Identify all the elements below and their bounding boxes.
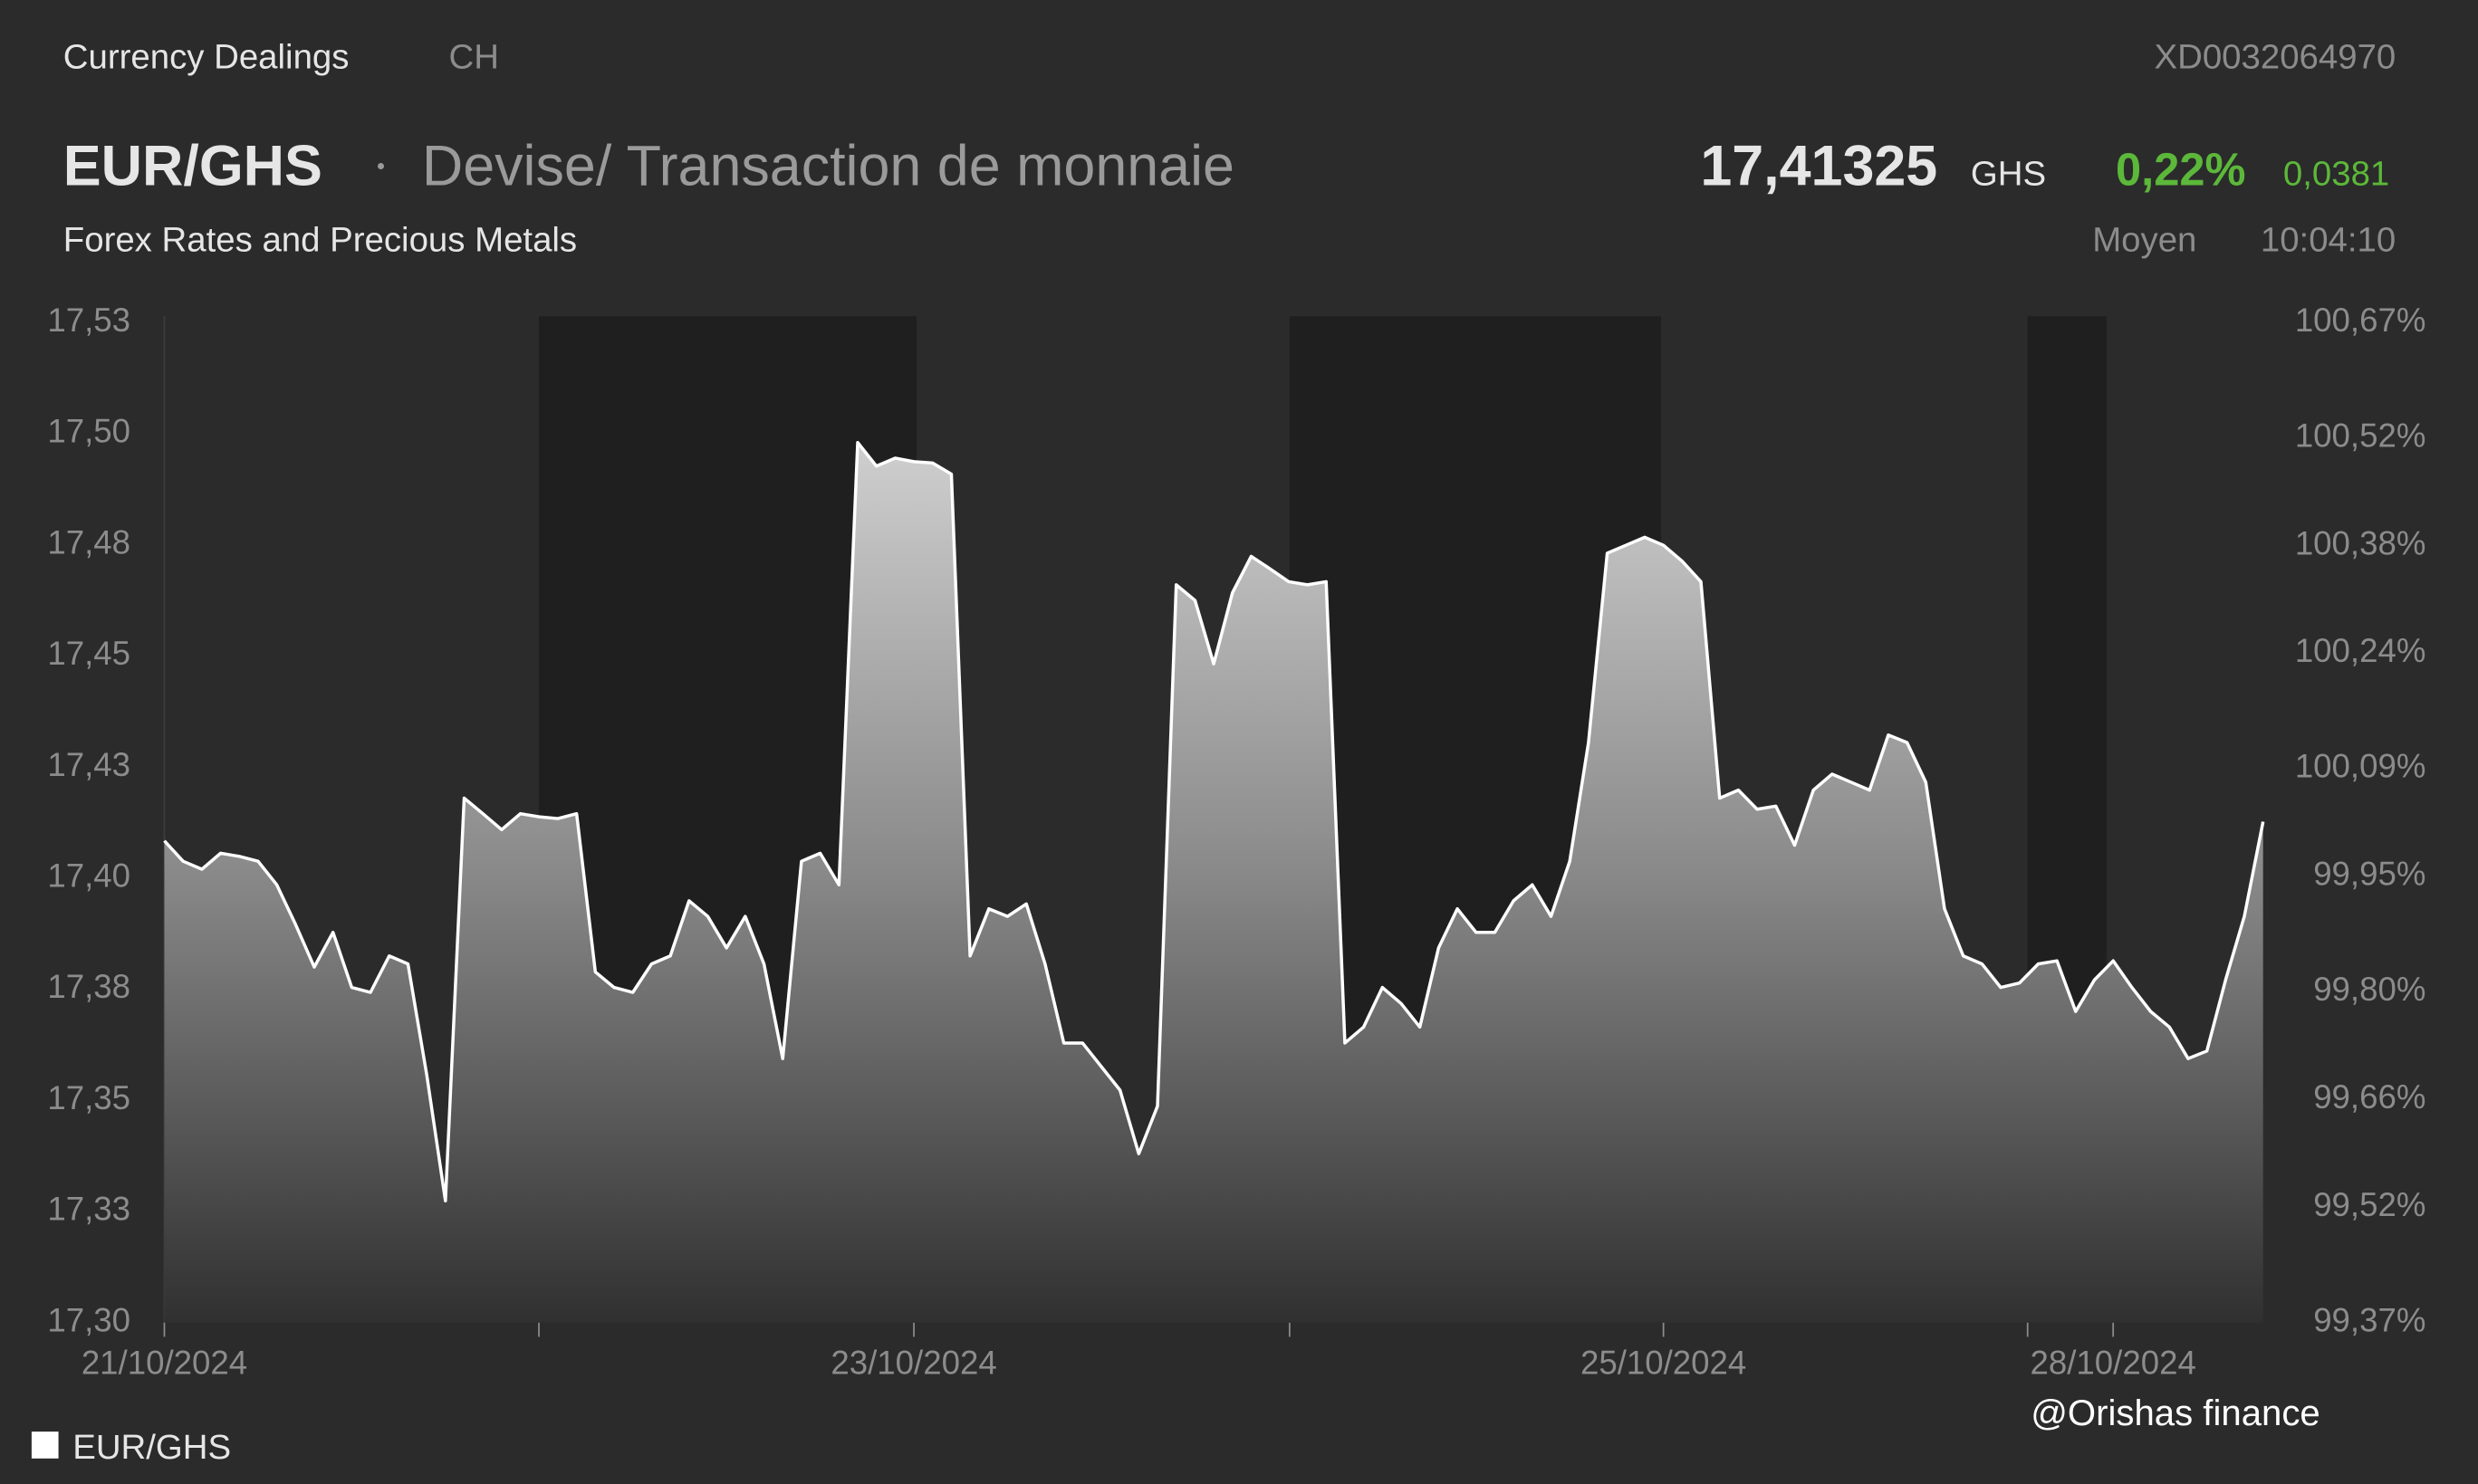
y-tick-label: 17,45 — [47, 635, 130, 672]
y-tick-label: 17,38 — [47, 968, 130, 1005]
x-tick-label: 28/10/2024 — [2031, 1345, 2196, 1382]
y2-tick-label: 99,66% — [2313, 1078, 2425, 1115]
price: 17,41325 — [1700, 134, 1937, 197]
isin: XD0032064970 — [2155, 37, 2396, 76]
y2-tick-label: 100,52% — [2295, 416, 2426, 454]
y-tick-label: 17,43 — [47, 746, 130, 783]
symbol: EUR/GHS — [63, 134, 322, 197]
subtitle: Forex Rates and Precious Metals — [63, 221, 577, 260]
y2-tick-label: 100,38% — [2295, 524, 2426, 561]
y2-tick-label: 99,52% — [2313, 1186, 2425, 1223]
x-tick-label: 21/10/2024 — [82, 1345, 247, 1382]
y2-tick-label: 99,95% — [2313, 856, 2425, 893]
line — [163, 441, 2265, 1202]
separator — [378, 162, 385, 169]
legend-swatch — [31, 1431, 59, 1459]
country: CH — [449, 37, 499, 76]
currency: GHS — [1971, 154, 2046, 193]
y2-tick-label: 99,80% — [2313, 971, 2425, 1008]
price-type: Moyen — [2092, 221, 2196, 260]
description: Devise/ Transaction de monnaie — [422, 134, 1234, 197]
y-tick-label: 17,50 — [47, 413, 130, 450]
y2-tick-label: 99,37% — [2313, 1301, 2425, 1338]
area — [164, 442, 2263, 1323]
y2-tick-label: 100,67% — [2295, 302, 2426, 339]
change-absolute: 0,0381 — [2283, 154, 2389, 193]
plot: 17,30 17,33 17,35 17,38 17,40 17,43 17,45 17,48… — [31, 302, 2426, 1467]
time: 10:04:10 — [2261, 221, 2396, 260]
y-tick-label: 17,53 — [47, 302, 130, 339]
y-tick-label: 17,35 — [47, 1079, 130, 1116]
change-percent: 0,22% — [2116, 143, 2245, 195]
y2-tick-label: 100,24% — [2295, 632, 2426, 669]
y-tick-label: 17,40 — [47, 857, 130, 895]
x-tick-label: 23/10/2024 — [831, 1345, 996, 1382]
watermark: @Orishas finance — [2031, 1393, 2320, 1433]
y2-tick-label: 100,09% — [2295, 748, 2426, 785]
section-label: Currency Dealings — [63, 37, 350, 76]
y-tick-label: 17,33 — [47, 1191, 130, 1228]
y-tick-label: 17,30 — [47, 1301, 130, 1338]
y-tick-label: 17,48 — [47, 523, 130, 560]
x-tick-label: 25/10/2024 — [1580, 1345, 1746, 1382]
legend-label: EUR/GHS — [72, 1428, 231, 1467]
